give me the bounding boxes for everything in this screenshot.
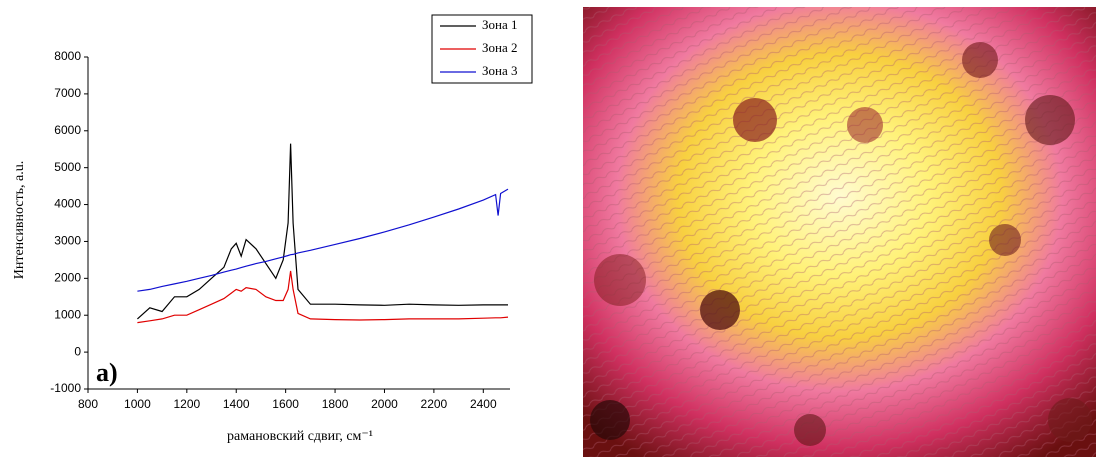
y-tick-label: 1000 bbox=[54, 307, 81, 321]
legend-label: Зона 2 bbox=[482, 40, 518, 55]
series-line bbox=[136, 143, 508, 320]
legend-label: Зона 3 bbox=[482, 63, 518, 78]
x-axis-label: рамановский сдвиг, см⁻¹ bbox=[227, 429, 373, 444]
x-tick-label: 2200 bbox=[421, 397, 448, 411]
x-tick-label: 1000 bbox=[124, 397, 151, 411]
x-tick-label: 1400 bbox=[223, 397, 250, 411]
x-tick-label: 1600 bbox=[272, 397, 299, 411]
annotation: а) bbox=[96, 358, 118, 387]
y-tick-label: 5000 bbox=[54, 160, 81, 174]
x-tick-label: 2000 bbox=[371, 397, 398, 411]
y-tick-label: 3000 bbox=[54, 234, 81, 248]
y-tick-label: -1000 bbox=[50, 381, 81, 395]
x-tick-label: 2400 bbox=[470, 397, 497, 411]
y-axis-label: Интенсивность, а.u. bbox=[12, 161, 27, 280]
y-tick-label: 4000 bbox=[54, 197, 81, 211]
micrograph bbox=[583, 7, 1096, 457]
y-tick-label: 2000 bbox=[54, 271, 81, 285]
series-line bbox=[137, 270, 509, 324]
x-tick-label: 1800 bbox=[322, 397, 349, 411]
x-tick-label: 800 bbox=[78, 397, 98, 411]
x-tick-label: 1200 bbox=[173, 397, 200, 411]
y-tick-label: 8000 bbox=[54, 49, 81, 63]
y-tick-label: 7000 bbox=[54, 86, 81, 100]
legend-label: Зона 1 bbox=[482, 17, 518, 32]
y-tick-label: 6000 bbox=[54, 123, 81, 137]
series-line bbox=[137, 188, 509, 292]
chart: рамановский сдвиг, см⁻¹ Интенсивность, а… bbox=[12, 14, 533, 444]
y-tick-label: 0 bbox=[74, 344, 81, 358]
